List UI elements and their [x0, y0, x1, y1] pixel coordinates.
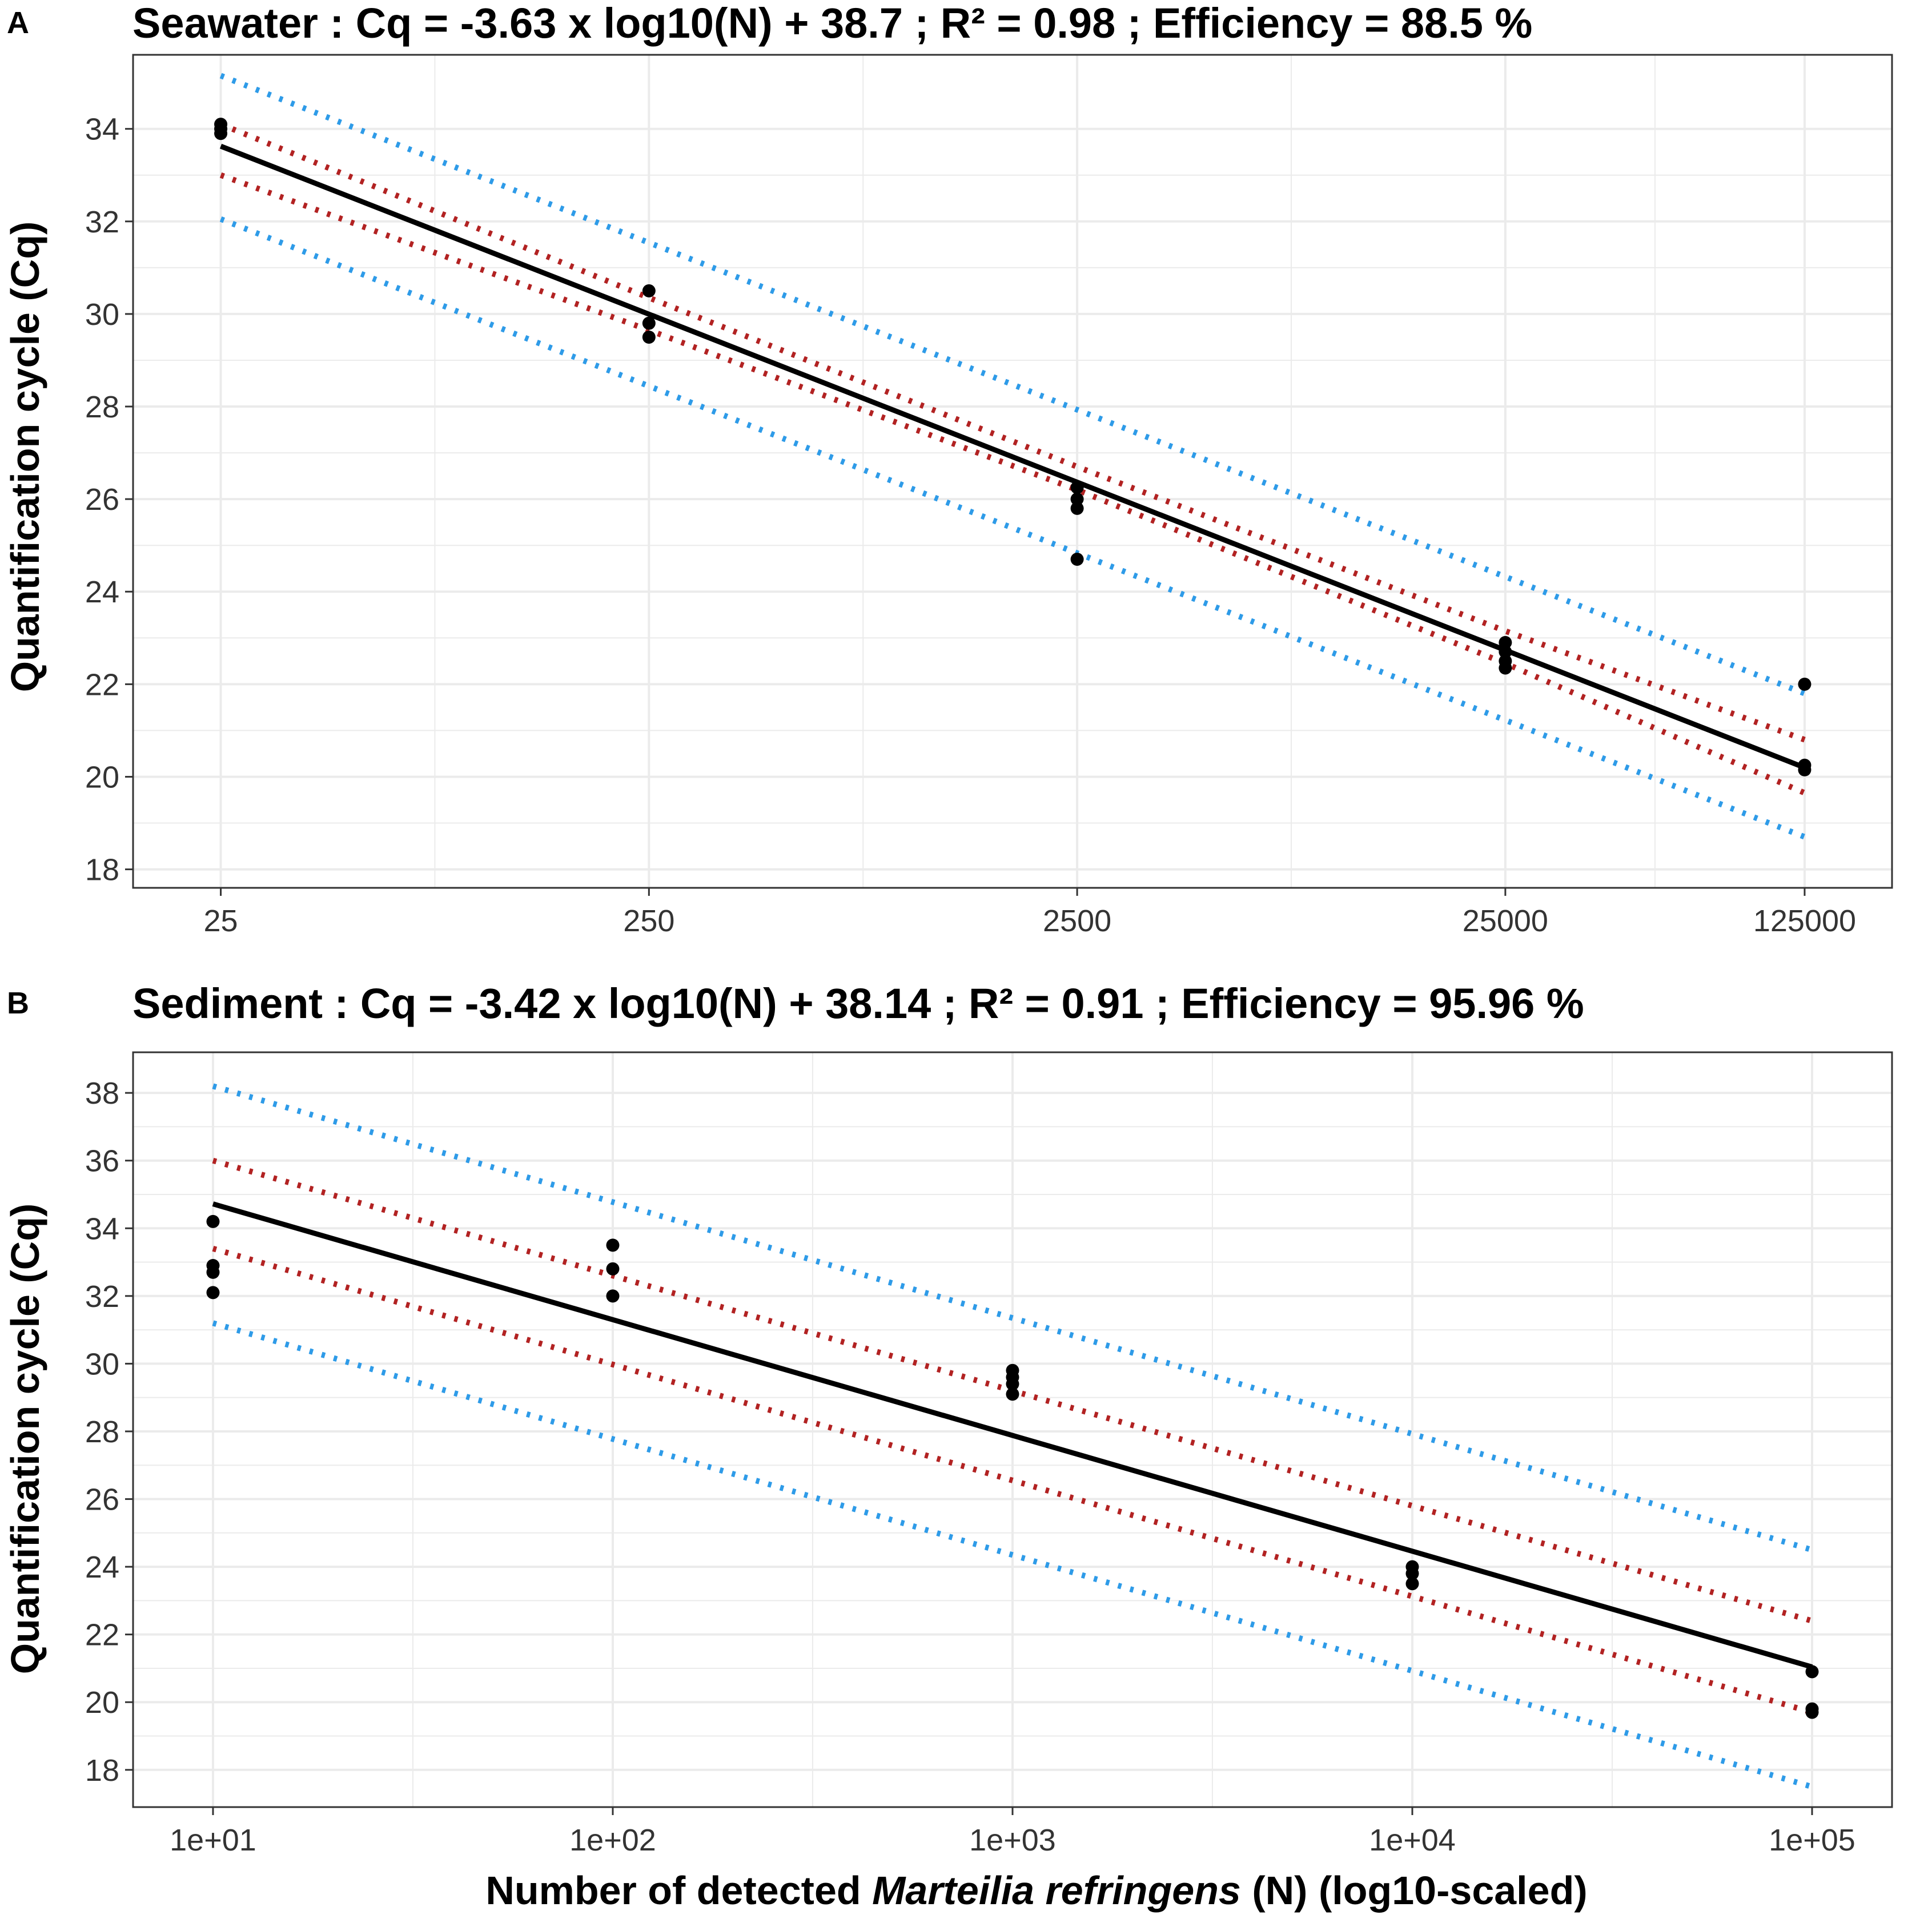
panel-b-data-point: [1405, 1567, 1419, 1580]
panel-b-border: [132, 1051, 1893, 1808]
panel-a-x-tick-label: 2500: [1043, 904, 1111, 938]
panel-b-y-tick-label: 32: [85, 1280, 119, 1314]
panel-b-data-point: [606, 1289, 620, 1303]
panel-a-data-point: [642, 284, 656, 297]
panel-b-y-tick-label: 20: [85, 1685, 119, 1720]
panel-b-y-tick-label: 22: [85, 1618, 119, 1652]
panel-b-letter: B: [7, 986, 29, 1020]
panel-b-data-point: [1006, 1377, 1019, 1391]
panel-a-x-tick-label: 125000: [1753, 904, 1856, 938]
panel-a-y-tick-label: 34: [85, 112, 119, 147]
panel-a-prediction-band-upper: [219, 73, 1806, 697]
panel-b-data-point: [206, 1265, 220, 1279]
panel-a-data-point: [214, 127, 228, 140]
panel-a-x-tick-label: 25000: [1463, 904, 1548, 938]
panel-a-y-tick-label: 22: [85, 667, 119, 702]
panel-a-y-tick-label: 18: [85, 853, 119, 887]
panel-a-prediction-band-lower: [219, 216, 1806, 840]
panel-a-data-point: [642, 316, 656, 330]
panel-b-y-tick-label: 26: [85, 1483, 119, 1517]
x-axis-title: Number of detected Marteilia refringens …: [485, 1868, 1587, 1913]
panel-b-data-point: [606, 1238, 620, 1252]
panel-a-plot: 18 20 22 24 26 28 30 32 34 25 250 2500 25000 125000: [85, 54, 1893, 938]
panel-a-data-point: [1070, 492, 1084, 506]
panel-a-y-tick-label: 32: [85, 205, 119, 239]
panel-a-data-point: [1070, 501, 1084, 515]
panel-b-fit-line: [212, 1201, 1813, 1669]
panel-b-prediction-band-upper: [212, 1083, 1813, 1553]
panel-a-data-point: [1499, 661, 1512, 675]
x-axis-title-suffix: (N) (log10-scaled): [1241, 1868, 1588, 1913]
panel-b-data-point: [606, 1262, 620, 1276]
panel-b-data-point: [1805, 1665, 1819, 1679]
panel-a-confidence-band-lower: [219, 172, 1806, 796]
panel-b-x-tick-label: 1e+02: [569, 1823, 656, 1857]
panel-a-ylabel: Quantification cycle (Cq): [3, 222, 47, 693]
panel-b-confidence-band-lower: [212, 1245, 1813, 1715]
panel-b-data-point: [1405, 1577, 1419, 1591]
panel-b-ylabel: Quantification cycle (Cq): [3, 1204, 47, 1675]
panel-a-y-tick-label: 20: [85, 760, 119, 794]
panel-a-data-point: [1070, 481, 1084, 494]
panel-b-data-point: [1006, 1387, 1019, 1401]
panel-b-x-tick-label: 1e+05: [1769, 1823, 1855, 1857]
panel-a-data-point: [1070, 553, 1084, 566]
panel-b-y-tick-label: 30: [85, 1347, 119, 1381]
x-axis-title-species: Marteilia refringens: [872, 1868, 1241, 1913]
x-axis-title-prefix: Number of detected: [485, 1868, 872, 1913]
panel-b-prediction-band-lower: [212, 1320, 1813, 1790]
panel-b: B Sediment : Cq = -3.42 x log10(N) + 38.…: [3, 980, 1893, 1857]
panel-a-title: Seawater : Cq = -3.63 x log10(N) + 38.7 …: [132, 0, 1532, 47]
panel-a-y-tick-label: 24: [85, 575, 119, 609]
panel-a-letter: A: [7, 6, 29, 40]
panel-b-data-point: [206, 1286, 220, 1300]
panel-b-y-tick-label: 18: [85, 1753, 119, 1788]
panel-a-data-point: [1798, 763, 1811, 777]
panel-a-border: [132, 54, 1893, 889]
panel-a-y-tick-label: 30: [85, 297, 119, 332]
panel-a: A Seawater : Cq = -3.63 x log10(N) + 38.…: [3, 0, 1893, 938]
panel-b-x-tick-label: 1e+04: [1369, 1823, 1456, 1857]
panel-b-plot: 18 20 22 24 26 28 30 32 34 36 38 1e+01 1e+02 1e+03 1e+…: [85, 1051, 1893, 1857]
panel-a-x-tick-label: 25: [204, 904, 238, 938]
panel-a-data-point: [1499, 645, 1512, 659]
panel-b-y-tick-label: 28: [85, 1415, 119, 1449]
panel-b-y-tick-label: 24: [85, 1550, 119, 1584]
panel-b-x-tick-label: 1e+01: [170, 1823, 256, 1857]
panel-a-data-point: [1798, 677, 1811, 691]
panel-a-x-tick-label: 250: [623, 904, 674, 938]
panel-a-confidence-band-upper: [219, 121, 1806, 743]
panel-a-data-point: [642, 330, 656, 344]
panel-b-data-point: [1805, 1705, 1819, 1719]
panel-a-fit-line: [219, 143, 1806, 770]
panel-b-data-point: [206, 1214, 220, 1228]
panel-a-y-tick-label: 26: [85, 482, 119, 517]
panel-b-y-tick-label: 36: [85, 1144, 119, 1178]
panel-b-title: Sediment : Cq = -3.42 x log10(N) + 38.14…: [132, 980, 1584, 1027]
panel-a-data-point: [1499, 635, 1512, 649]
panel-b-x-tick-label: 1e+03: [969, 1823, 1056, 1857]
panel-b-y-tick-label: 34: [85, 1212, 119, 1246]
panel-a-y-tick-label: 28: [85, 390, 119, 424]
panel-b-y-tick-label: 38: [85, 1076, 119, 1111]
